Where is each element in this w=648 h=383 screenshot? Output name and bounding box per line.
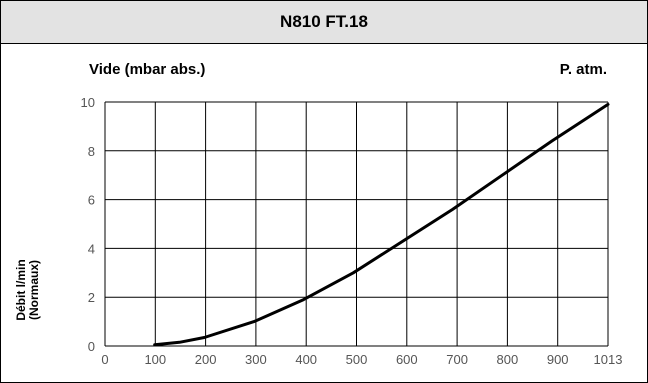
x-tick-label: 200 <box>195 352 217 367</box>
y-tick-label: 10 <box>81 95 95 110</box>
x-tick-label: 900 <box>547 352 569 367</box>
series-line <box>153 102 610 347</box>
x-tick-label: 1013 <box>594 352 623 367</box>
x-tick-label: 600 <box>396 352 418 367</box>
chart-title: N810 FT.18 <box>280 12 368 31</box>
x-tick-label: 400 <box>295 352 317 367</box>
x-tick-label: 300 <box>245 352 267 367</box>
x-tick-label: 800 <box>497 352 519 367</box>
title-bar: N810 FT.18 <box>1 1 647 44</box>
x-tick-label: 500 <box>346 352 368 367</box>
y-label-line2: (Normaux) <box>27 260 41 320</box>
x-tick-label: 0 <box>101 352 108 367</box>
y-tick-label: 6 <box>88 193 95 208</box>
grid-lines <box>104 101 609 347</box>
x-top-right-label: P. atm. <box>560 61 607 78</box>
y-tick-label: 2 <box>88 290 95 305</box>
tick-labels: 0 100 200 300 400 500 600 700 800 900 1013 0 2 4 6 8 10 <box>81 95 623 367</box>
x-tick-label: 700 <box>446 352 468 367</box>
chart-labels: Vide (mbar abs.) P. atm. Débit l/min (No… <box>14 61 607 321</box>
x-tick-label: 100 <box>144 352 166 367</box>
series-group <box>153 102 610 347</box>
y-label-line1: Débit l/min <box>14 259 28 320</box>
y-tick-label: 8 <box>88 144 95 159</box>
y-tick-label: 0 <box>88 339 95 354</box>
chart-svg: Vide (mbar abs.) P. atm. Débit l/min (No… <box>14 61 623 367</box>
y-tick-label: 4 <box>88 241 95 256</box>
y-axis-title: Débit l/min (Normaux) <box>14 259 41 320</box>
x-top-left-label: Vide (mbar abs.) <box>89 61 205 78</box>
